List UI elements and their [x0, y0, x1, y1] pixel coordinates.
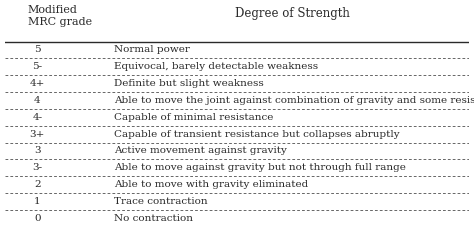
Text: 0: 0: [34, 214, 41, 223]
Text: Equivocal, barely detectable weakness: Equivocal, barely detectable weakness: [114, 62, 318, 71]
Text: 5-: 5-: [32, 62, 42, 71]
Text: Degree of Strength: Degree of Strength: [235, 7, 350, 20]
Text: Able to move the joint against combination of gravity and some resistance: Able to move the joint against combinati…: [114, 96, 474, 105]
Text: Capable of transient resistance but collapses abruptly: Capable of transient resistance but coll…: [114, 130, 400, 139]
Text: Active movement against gravity: Active movement against gravity: [114, 147, 287, 155]
Text: 4+: 4+: [29, 79, 45, 88]
Text: Able to move with gravity eliminated: Able to move with gravity eliminated: [114, 180, 308, 189]
Text: Trace contraction: Trace contraction: [114, 197, 208, 206]
Text: 4-: 4-: [32, 113, 42, 122]
Text: 4: 4: [34, 96, 41, 105]
Text: 1: 1: [34, 197, 41, 206]
Text: No contraction: No contraction: [114, 214, 193, 223]
Text: Capable of minimal resistance: Capable of minimal resistance: [114, 113, 273, 122]
Text: 3: 3: [34, 147, 41, 155]
Text: 5: 5: [34, 46, 41, 55]
Text: Normal power: Normal power: [114, 46, 190, 55]
Text: Able to move against gravity but not through full range: Able to move against gravity but not thr…: [114, 163, 406, 172]
Text: Definite but slight weakness: Definite but slight weakness: [114, 79, 264, 88]
Text: 3+: 3+: [29, 130, 45, 139]
Text: Modified
MRC grade: Modified MRC grade: [28, 5, 92, 27]
Text: 2: 2: [34, 180, 41, 189]
Text: 3-: 3-: [32, 163, 42, 172]
